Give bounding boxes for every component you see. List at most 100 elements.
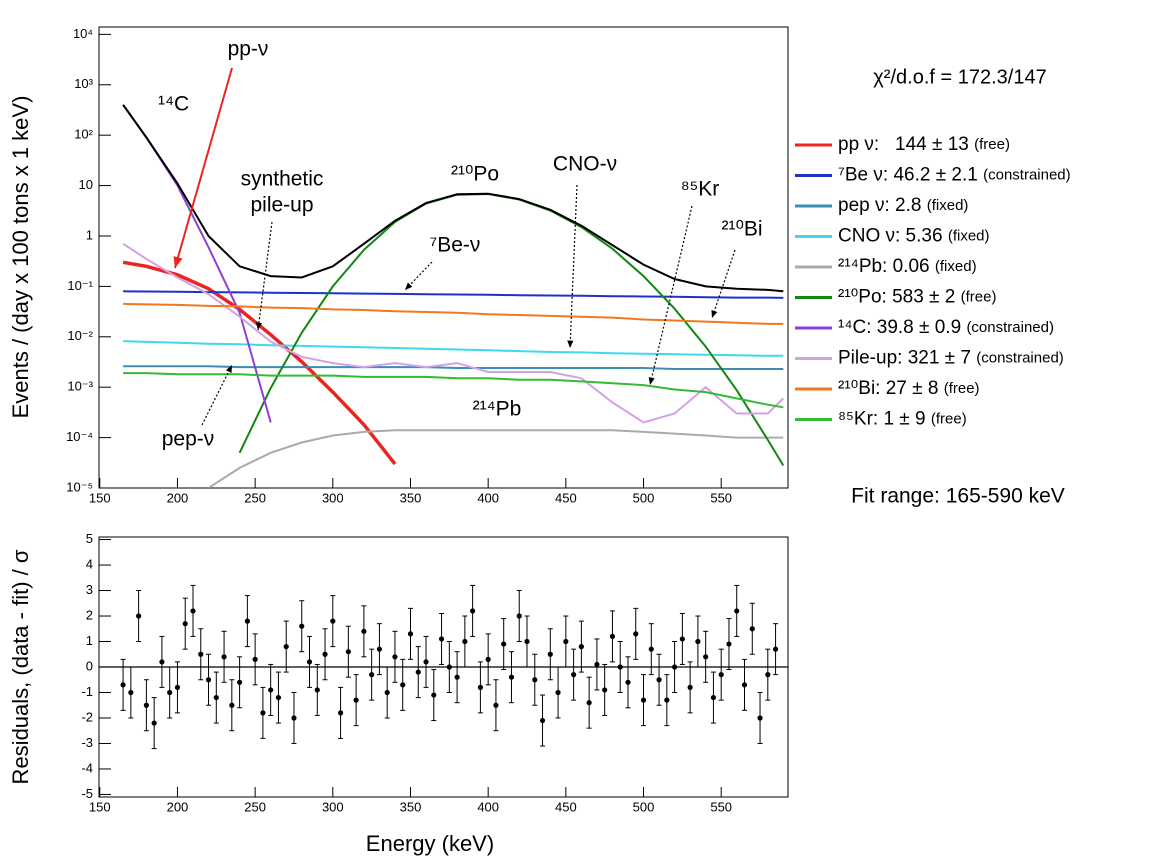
data-point [571, 672, 577, 678]
x-tick-label: 300 [322, 799, 344, 814]
top-frame [98, 26, 789, 489]
data-point [299, 623, 305, 629]
data-point [539, 717, 546, 724]
x-tick-label: 500 [633, 490, 655, 505]
data-point [174, 684, 181, 690]
data-point [710, 694, 717, 701]
legend-status: (free) [961, 288, 997, 305]
data-point [679, 636, 685, 642]
series-line [123, 302, 784, 325]
data-point [516, 613, 522, 619]
data-point [640, 697, 647, 703]
data-point [159, 659, 165, 665]
legend-entry: ⁷Be ν: 46.2 ± 2.1 (constrained) [838, 165, 1071, 186]
x-tick-label: 250 [244, 490, 266, 505]
data-point [407, 631, 414, 637]
legend-status: (fixed) [927, 197, 969, 214]
annotation-arrow [174, 67, 233, 269]
annotation-arrow [711, 249, 736, 319]
arrow-head [255, 322, 263, 330]
x-tick-label: 200 [167, 799, 189, 814]
data-point [229, 702, 235, 708]
x-axis-title: Energy (keV) [366, 831, 494, 856]
x-tick-label: 150 [89, 799, 111, 814]
x-tick-label: 450 [555, 490, 577, 505]
series-line [238, 192, 785, 467]
data-point [578, 644, 584, 650]
y-tick-label: 1 [86, 633, 93, 648]
data-point [602, 687, 608, 693]
legend-name: ⁷Be ν: 46.2 ± 2.1 [838, 165, 978, 186]
data-point [765, 672, 771, 678]
data-point [757, 715, 763, 721]
y-tick-label: 10³ [74, 76, 93, 91]
y-tick-label: -4 [81, 760, 93, 775]
data-point [337, 710, 344, 716]
legend-status: (fixed) [948, 227, 990, 244]
legend-name: Pile-up: 321 ± 7 [838, 348, 971, 369]
data-point [462, 638, 468, 645]
y-tick-label: -5 [81, 786, 93, 801]
data-point [361, 628, 367, 634]
x-tick-label: 400 [477, 799, 499, 814]
y-tick-label: 5 [86, 531, 93, 546]
x-tick-label: 400 [477, 490, 499, 505]
data-point [772, 646, 779, 652]
data-point [423, 659, 429, 665]
series-line [122, 104, 784, 293]
data-point [594, 661, 600, 668]
legend-entry: ²¹⁰Bi: 27 ± 8 (free) [838, 378, 980, 399]
x-tick-label: 350 [400, 490, 422, 505]
arrow-head [405, 282, 413, 290]
data-point [252, 656, 258, 662]
legend-status: (free) [944, 380, 980, 397]
data-point [734, 608, 740, 614]
y-tick-label: -2 [81, 709, 93, 724]
data-point [431, 692, 437, 698]
data-point [446, 664, 452, 670]
arrow-head [648, 377, 655, 385]
data-point [205, 677, 212, 683]
data-point [415, 669, 421, 675]
legend-name: pep ν: 2.8 [838, 195, 921, 216]
data-point [198, 651, 204, 657]
plot-area [122, 104, 785, 488]
data-point [617, 664, 623, 670]
data-point [143, 702, 149, 708]
x-tick-label: 200 [167, 490, 189, 505]
data-point [671, 664, 678, 670]
data-point [244, 618, 250, 624]
legend-name: ¹⁴C: 39.8 ± 0.9 [838, 317, 961, 338]
y-tick-label: -1 [81, 684, 93, 699]
y-tick-label: 4 [86, 556, 93, 571]
series-line [122, 260, 397, 466]
data-point [182, 621, 188, 627]
data-point [376, 646, 383, 652]
annotation: ²¹⁰Bi [721, 218, 762, 241]
data-point [493, 702, 499, 708]
data-point [353, 697, 359, 703]
annotation: pp-ν [228, 38, 269, 61]
data-point [501, 641, 507, 647]
annotation: CNO-ν [553, 153, 617, 176]
data-point [625, 679, 631, 685]
data-point [369, 672, 375, 678]
data-point [648, 646, 654, 652]
annotation-arrow [201, 364, 233, 426]
data-point [718, 672, 724, 678]
data-point [384, 689, 390, 696]
data-point [741, 682, 748, 688]
series-line [123, 365, 784, 370]
series-line [123, 340, 784, 357]
legend-name: pp ν: 144 ± 13 [838, 134, 969, 155]
data-point [703, 654, 709, 660]
legend-entry: ²¹⁰Po: 583 ± 2 (free) [838, 287, 996, 308]
legend-name: CNO ν: 5.36 [838, 226, 943, 247]
data-point [136, 613, 142, 619]
annotation: synthetic [241, 168, 324, 191]
data-point [314, 687, 320, 693]
y-axis-title: Residuals, (data - fit) / σ [8, 549, 33, 784]
data-point [438, 636, 445, 642]
data-point [586, 700, 592, 706]
legend-name: ²¹⁰Po: 583 ± 2 [838, 287, 955, 308]
